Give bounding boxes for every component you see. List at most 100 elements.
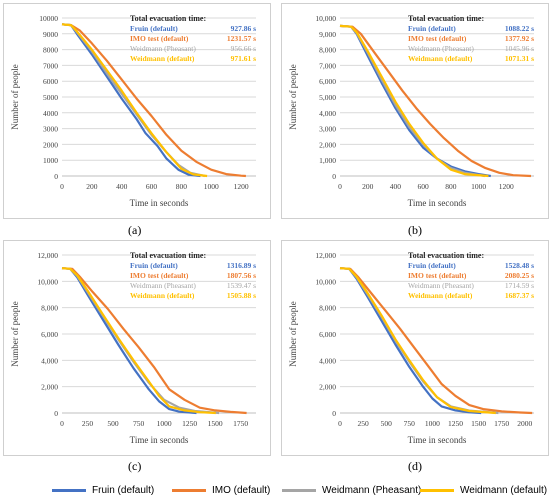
x-tick-label-d: 500 (381, 419, 393, 428)
annotation-name-c: Fruin (default) (130, 261, 178, 270)
annotation-value-d: 1528.48 s (505, 261, 534, 270)
y-axis-title-d: Number of people (288, 301, 298, 366)
annotation-value-a: 1231.57 s (227, 34, 256, 43)
x-tick-label-a: 200 (86, 182, 98, 191)
annotation-value-b: 1088.22 s (505, 24, 534, 33)
x-tick-label-c: 750 (133, 419, 145, 428)
series-line-a-3 (61, 23, 208, 178)
y-tick-label-d: 0 (332, 409, 336, 418)
legend-swatch-weidmann-default (420, 488, 454, 492)
panel-label-a: (a) (128, 223, 142, 237)
x-axis-title-b: Time in seconds (408, 198, 467, 208)
chart-legend: Fruin (default) IMO (default) Weidmann (… (0, 480, 550, 500)
chart-panel-a: 0 1000 2000 3000 4000 5000 6000 7000 8000 9000 100… (3, 3, 271, 219)
y-tick-label-a: 0 (54, 172, 58, 181)
x-tick-label-c: 1500 (208, 419, 223, 428)
series-line-d-1 (339, 267, 533, 415)
legend-item-fruin: Fruin (default) (52, 480, 154, 500)
annotation-name-a: IMO test (default) (130, 34, 189, 43)
annotation-title-d: Total evacuation time: (408, 251, 484, 260)
x-tick-label-d: 1000 (425, 419, 440, 428)
series-line-c-3 (61, 267, 216, 415)
legend-item-imo: IMO (default) (172, 480, 270, 500)
y-tick-label-b: 7,000 (319, 61, 336, 70)
legend-label-fruin: Fruin (default) (92, 484, 155, 496)
evacuation-chart-d: 0 2,000 4,000 6,000 8,000 10,000 12,000 0 250 500… (288, 251, 534, 445)
x-tick-label-d: 750 (404, 419, 416, 428)
x-tick-label-d: 250 (357, 419, 369, 428)
annotation-title-b: Total evacuation time: (408, 14, 484, 23)
y-tick-label-a: 8000 (43, 46, 58, 55)
legend-label-imo: IMO (default) (212, 484, 271, 496)
annotation-name-b: Fruin (default) (408, 24, 456, 33)
x-tick-label-d: 1500 (471, 419, 486, 428)
y-tick-label-d: 10,000 (315, 277, 336, 286)
x-tick-label-b: 600 (418, 182, 430, 191)
y-tick-label-a: 4000 (43, 109, 58, 118)
y-tick-label-a: 10000 (39, 14, 58, 23)
y-tick-label-b: 10,000 (315, 14, 336, 23)
annotation-value-a: 971.61 s (231, 54, 257, 63)
x-tick-label-b: 1200 (499, 182, 514, 191)
x-tick-label-c: 1750 (233, 419, 248, 428)
annotation-name-c: IMO test (default) (130, 271, 189, 280)
annotation-value-c: 1316.89 s (227, 261, 256, 270)
legend-swatch-imo (172, 488, 206, 492)
x-tick-label-c: 500 (107, 419, 119, 428)
x-tick-label-d: 1250 (448, 419, 463, 428)
legend-label-weidmann-default: Weidmann (default) (460, 484, 548, 496)
x-axis-title-a: Time in seconds (130, 198, 189, 208)
chart-panel-c: 0 2,000 4,000 6,000 8,000 10,000 12,000 0 250 500… (3, 240, 271, 456)
x-tick-label-b: 800 (445, 182, 457, 191)
annotation-name-a: Weidmann (Pheasant) (130, 44, 196, 53)
x-axis-title-c: Time in seconds (130, 435, 189, 445)
annotation-name-b: IMO test (default) (408, 34, 467, 43)
x-tick-label-d: 2000 (517, 419, 532, 428)
y-tick-label-a: 6000 (43, 77, 58, 86)
x-tick-label-b: 200 (362, 182, 374, 191)
series-line-d-3 (339, 267, 496, 415)
legend-item-weidmann-default: Weidmann (default) (420, 480, 547, 500)
series-line-c-1 (61, 267, 247, 415)
y-tick-label-b: 9,000 (319, 30, 336, 39)
annotation-title-a: Total evacuation time: (130, 14, 206, 23)
annotation-value-b: 1377.92 s (505, 34, 534, 43)
y-tick-label-a: 5000 (43, 93, 58, 102)
x-tick-label-c: 0 (60, 419, 64, 428)
y-tick-label-b: 6,000 (319, 77, 336, 86)
y-tick-label-a: 1000 (43, 156, 58, 165)
annotation-name-a: Fruin (default) (130, 24, 178, 33)
annotation-value-c: 1539.47 s (227, 281, 256, 290)
y-tick-label-b: 5,000 (319, 93, 336, 102)
y-tick-label-c: 0 (54, 409, 58, 418)
y-tick-label-b: 3,000 (319, 125, 336, 134)
x-tick-label-a: 0 (60, 182, 64, 191)
annotation-value-c: 1807.56 s (227, 271, 256, 280)
y-tick-label-d: 6,000 (319, 330, 336, 339)
y-tick-label-b: 8,000 (319, 46, 336, 55)
annotation-name-d: Fruin (default) (408, 261, 456, 270)
annotation-name-c: Weidmann (Pheasant) (130, 281, 196, 290)
x-tick-label-a: 600 (146, 182, 158, 191)
x-tick-label-d: 0 (338, 419, 342, 428)
annotation-name-b: Weidmann (default) (408, 54, 473, 63)
y-axis-title-b: Number of people (288, 64, 298, 129)
x-tick-label-c: 250 (82, 419, 94, 428)
evacuation-chart-a: 0100020003000400050006000700080009000100… (10, 14, 257, 208)
series-line-a-1 (61, 23, 246, 178)
annotation-value-d: 2080.25 s (505, 271, 534, 280)
x-tick-label-c: 1000 (157, 419, 172, 428)
y-tick-label-c: 2,000 (41, 383, 58, 392)
y-tick-label-c: 8,000 (41, 304, 58, 313)
x-tick-label-b: 1000 (471, 182, 486, 191)
y-tick-label-b: 0 (332, 172, 336, 181)
chart-panel-d: 0 2,000 4,000 6,000 8,000 10,000 12,000 0 250 500… (281, 240, 549, 456)
panel-label-d: (d) (408, 459, 422, 473)
evacuation-chart-c: 0 2,000 4,000 6,000 8,000 10,000 12,000 0 250 500… (10, 251, 256, 445)
y-tick-label-d: 2,000 (319, 383, 336, 392)
y-tick-label-d: 4,000 (319, 356, 336, 365)
y-tick-label-c: 10,000 (37, 277, 58, 286)
x-axis-title-d: Time in seconds (408, 435, 467, 445)
series-line-b-1 (339, 24, 532, 178)
y-tick-label-d: 12,000 (315, 251, 336, 260)
